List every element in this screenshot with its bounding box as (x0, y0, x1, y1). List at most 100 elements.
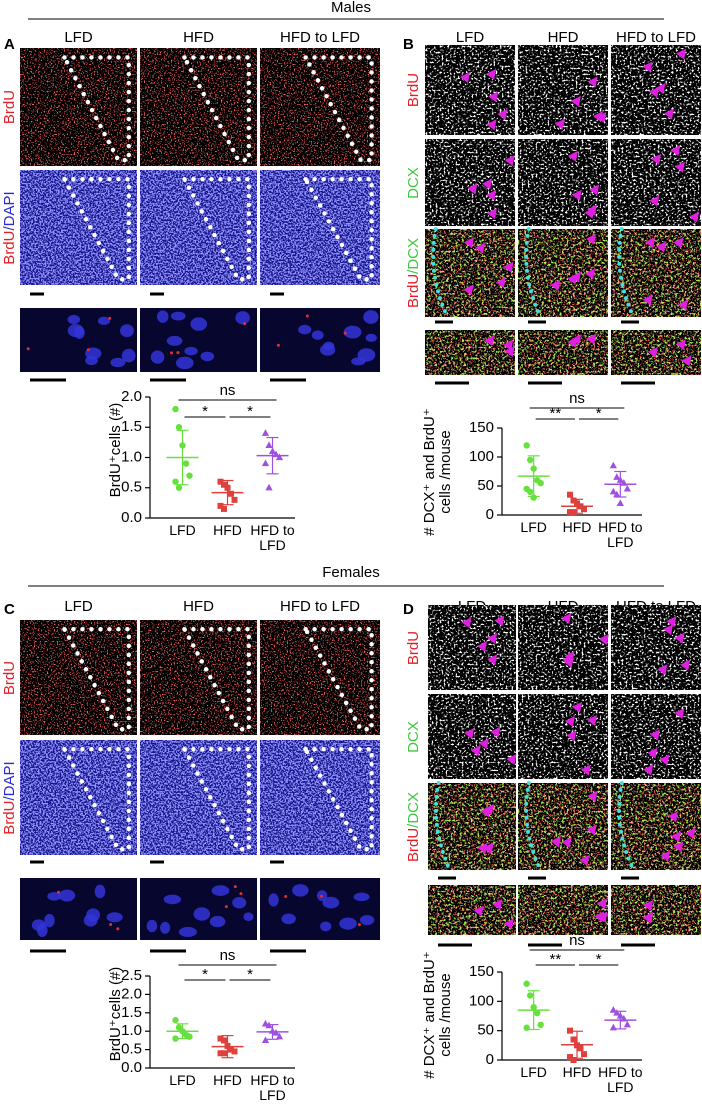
region-outline (180, 626, 252, 732)
data-point (533, 1009, 541, 1017)
y-tick-label: 1.5 (121, 1004, 142, 1021)
speckle (260, 740, 380, 855)
panel-label: A (4, 36, 15, 53)
x-tick-label: LFD (169, 1072, 196, 1088)
data-point (526, 488, 534, 495)
arrowhead (586, 233, 597, 245)
significance-label: * (202, 966, 208, 983)
arrowhead (503, 918, 514, 930)
panel-label: D (403, 601, 414, 618)
nucleus (209, 915, 226, 928)
region-outline (180, 176, 252, 282)
arrowhead (463, 284, 474, 296)
label-dot (169, 351, 173, 355)
y-tick-label: 1.5 (121, 418, 142, 435)
significance-label: ** (549, 951, 561, 968)
arrowhead (674, 707, 685, 719)
boundary (433, 781, 452, 872)
arrowhead (497, 109, 508, 121)
nucleus (298, 324, 312, 335)
y-tick-label: 1.0 (121, 448, 142, 465)
y-tick-label: 2.0 (121, 388, 142, 405)
speckle (519, 230, 608, 317)
arrowhead (668, 811, 679, 823)
row-label-part: /DCX (405, 237, 422, 274)
arrowhead (587, 790, 598, 802)
nucleus (67, 324, 84, 338)
arrowhead (506, 754, 517, 766)
data-point (217, 502, 224, 509)
arrowhead (473, 905, 484, 917)
data-point (175, 424, 183, 431)
region-outline (301, 176, 374, 282)
y-tick-label: 2.0 (121, 985, 142, 1002)
data-point (581, 506, 587, 513)
arrowhead (666, 616, 677, 628)
speckle (140, 48, 257, 166)
arrowhead (596, 898, 607, 910)
y-tick-label: 1.0 (121, 1022, 142, 1039)
data-point (537, 1021, 544, 1028)
x-tick-label: HFD to LFD (250, 1072, 295, 1103)
arrowhead (673, 841, 684, 853)
speckle (140, 740, 257, 855)
arrowhead (649, 729, 660, 741)
x-tick-label: HFD (213, 522, 242, 538)
data-point (570, 509, 577, 516)
row-label: BrdU/DCX (405, 213, 422, 333)
data-point (217, 478, 224, 485)
row-label-part: BrdU (1, 89, 18, 125)
arrowhead (494, 615, 505, 627)
data-point (265, 441, 273, 448)
significance-label: * (247, 966, 253, 983)
label-dot (109, 922, 113, 926)
significance-label: * (202, 403, 208, 420)
y-tick-label: 150 (469, 419, 494, 436)
label-dot (224, 905, 228, 909)
nucleus (322, 896, 340, 909)
arrowhead (649, 195, 660, 207)
nucleus (175, 356, 194, 370)
label-dot (357, 923, 361, 927)
arrowhead (561, 836, 572, 848)
region-outline (180, 55, 252, 163)
data-point (567, 491, 573, 498)
data-point (261, 429, 270, 436)
arrowhead (674, 632, 685, 644)
nucleus (121, 348, 136, 363)
y-tick-label: 0.0 (121, 509, 142, 526)
nucleus (363, 310, 379, 324)
data-point (261, 1036, 270, 1043)
arrowhead (487, 632, 498, 644)
speckle (20, 48, 137, 166)
y-tick-label: 100 (469, 992, 494, 1009)
data-point (523, 980, 530, 987)
column-label: LFD (456, 29, 485, 46)
arrowhead (495, 277, 506, 289)
nucleus (359, 915, 375, 926)
arrowhead (651, 153, 662, 165)
row-label-part: /DAPI (1, 760, 18, 800)
nucleus (243, 912, 254, 922)
data-point (613, 1009, 621, 1016)
nucleus (193, 907, 211, 921)
arrowhead (563, 656, 574, 668)
arrowhead (464, 727, 475, 739)
row-label-part: BrdU (405, 273, 422, 309)
y-axis-label: BrdU⁺cells (#) (107, 402, 124, 498)
column-label: HFD (548, 29, 579, 46)
arrowhead (490, 726, 501, 738)
y-tick-label: 150 (469, 963, 494, 980)
arrowhead (586, 204, 597, 216)
arrowhead (564, 715, 575, 727)
column-label: HFD (183, 598, 214, 615)
arrowhead (586, 333, 597, 345)
data-point (217, 1035, 224, 1042)
nucleus (156, 310, 169, 323)
nucleus (97, 316, 111, 326)
data-point (172, 405, 179, 413)
y-tick-label: 0 (486, 506, 494, 523)
arrowhead (643, 899, 654, 911)
row-label: BrdU (1, 47, 18, 167)
arrowhead (674, 161, 685, 173)
